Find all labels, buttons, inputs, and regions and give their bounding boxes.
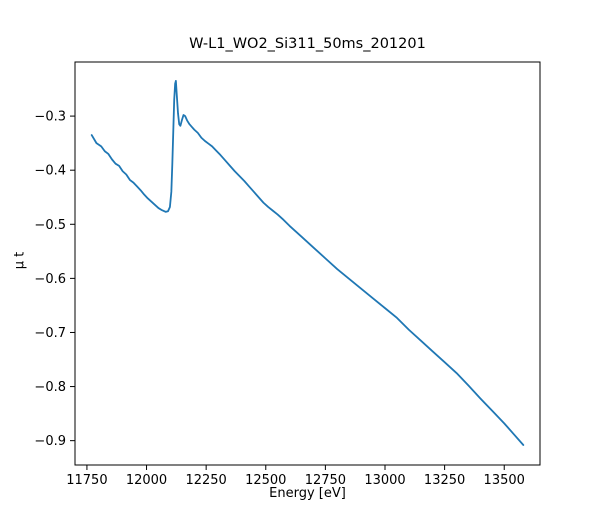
x-axis-label: Energy [eV]	[269, 486, 346, 501]
x-tick-label: 13500	[484, 473, 525, 488]
x-tick-label: 12750	[305, 473, 346, 488]
plot-line	[90, 80, 525, 446]
y-tick-label: −0.5	[34, 218, 66, 233]
x-tick-label: 12000	[126, 473, 167, 488]
y-tick-label: −0.6	[34, 272, 66, 287]
y-tick-label: −0.3	[34, 110, 66, 125]
x-tick-label: 11750	[66, 473, 107, 488]
axes-spines	[74, 61, 541, 466]
y-tick-label: −0.8	[34, 380, 66, 395]
x-tick-label: 12500	[245, 473, 286, 488]
y-tick-label: −0.9	[34, 434, 66, 449]
y-axis-label: μ t	[12, 251, 28, 270]
y-tick-label: −0.7	[34, 326, 66, 341]
x-tick-label: 13250	[424, 473, 465, 488]
y-tick-label: −0.4	[34, 164, 66, 179]
x-tick-label: 13000	[364, 473, 405, 488]
chart-title: W-L1_WO2_Si311_50ms_201201	[189, 36, 426, 52]
x-tick-label: 12250	[185, 473, 226, 488]
